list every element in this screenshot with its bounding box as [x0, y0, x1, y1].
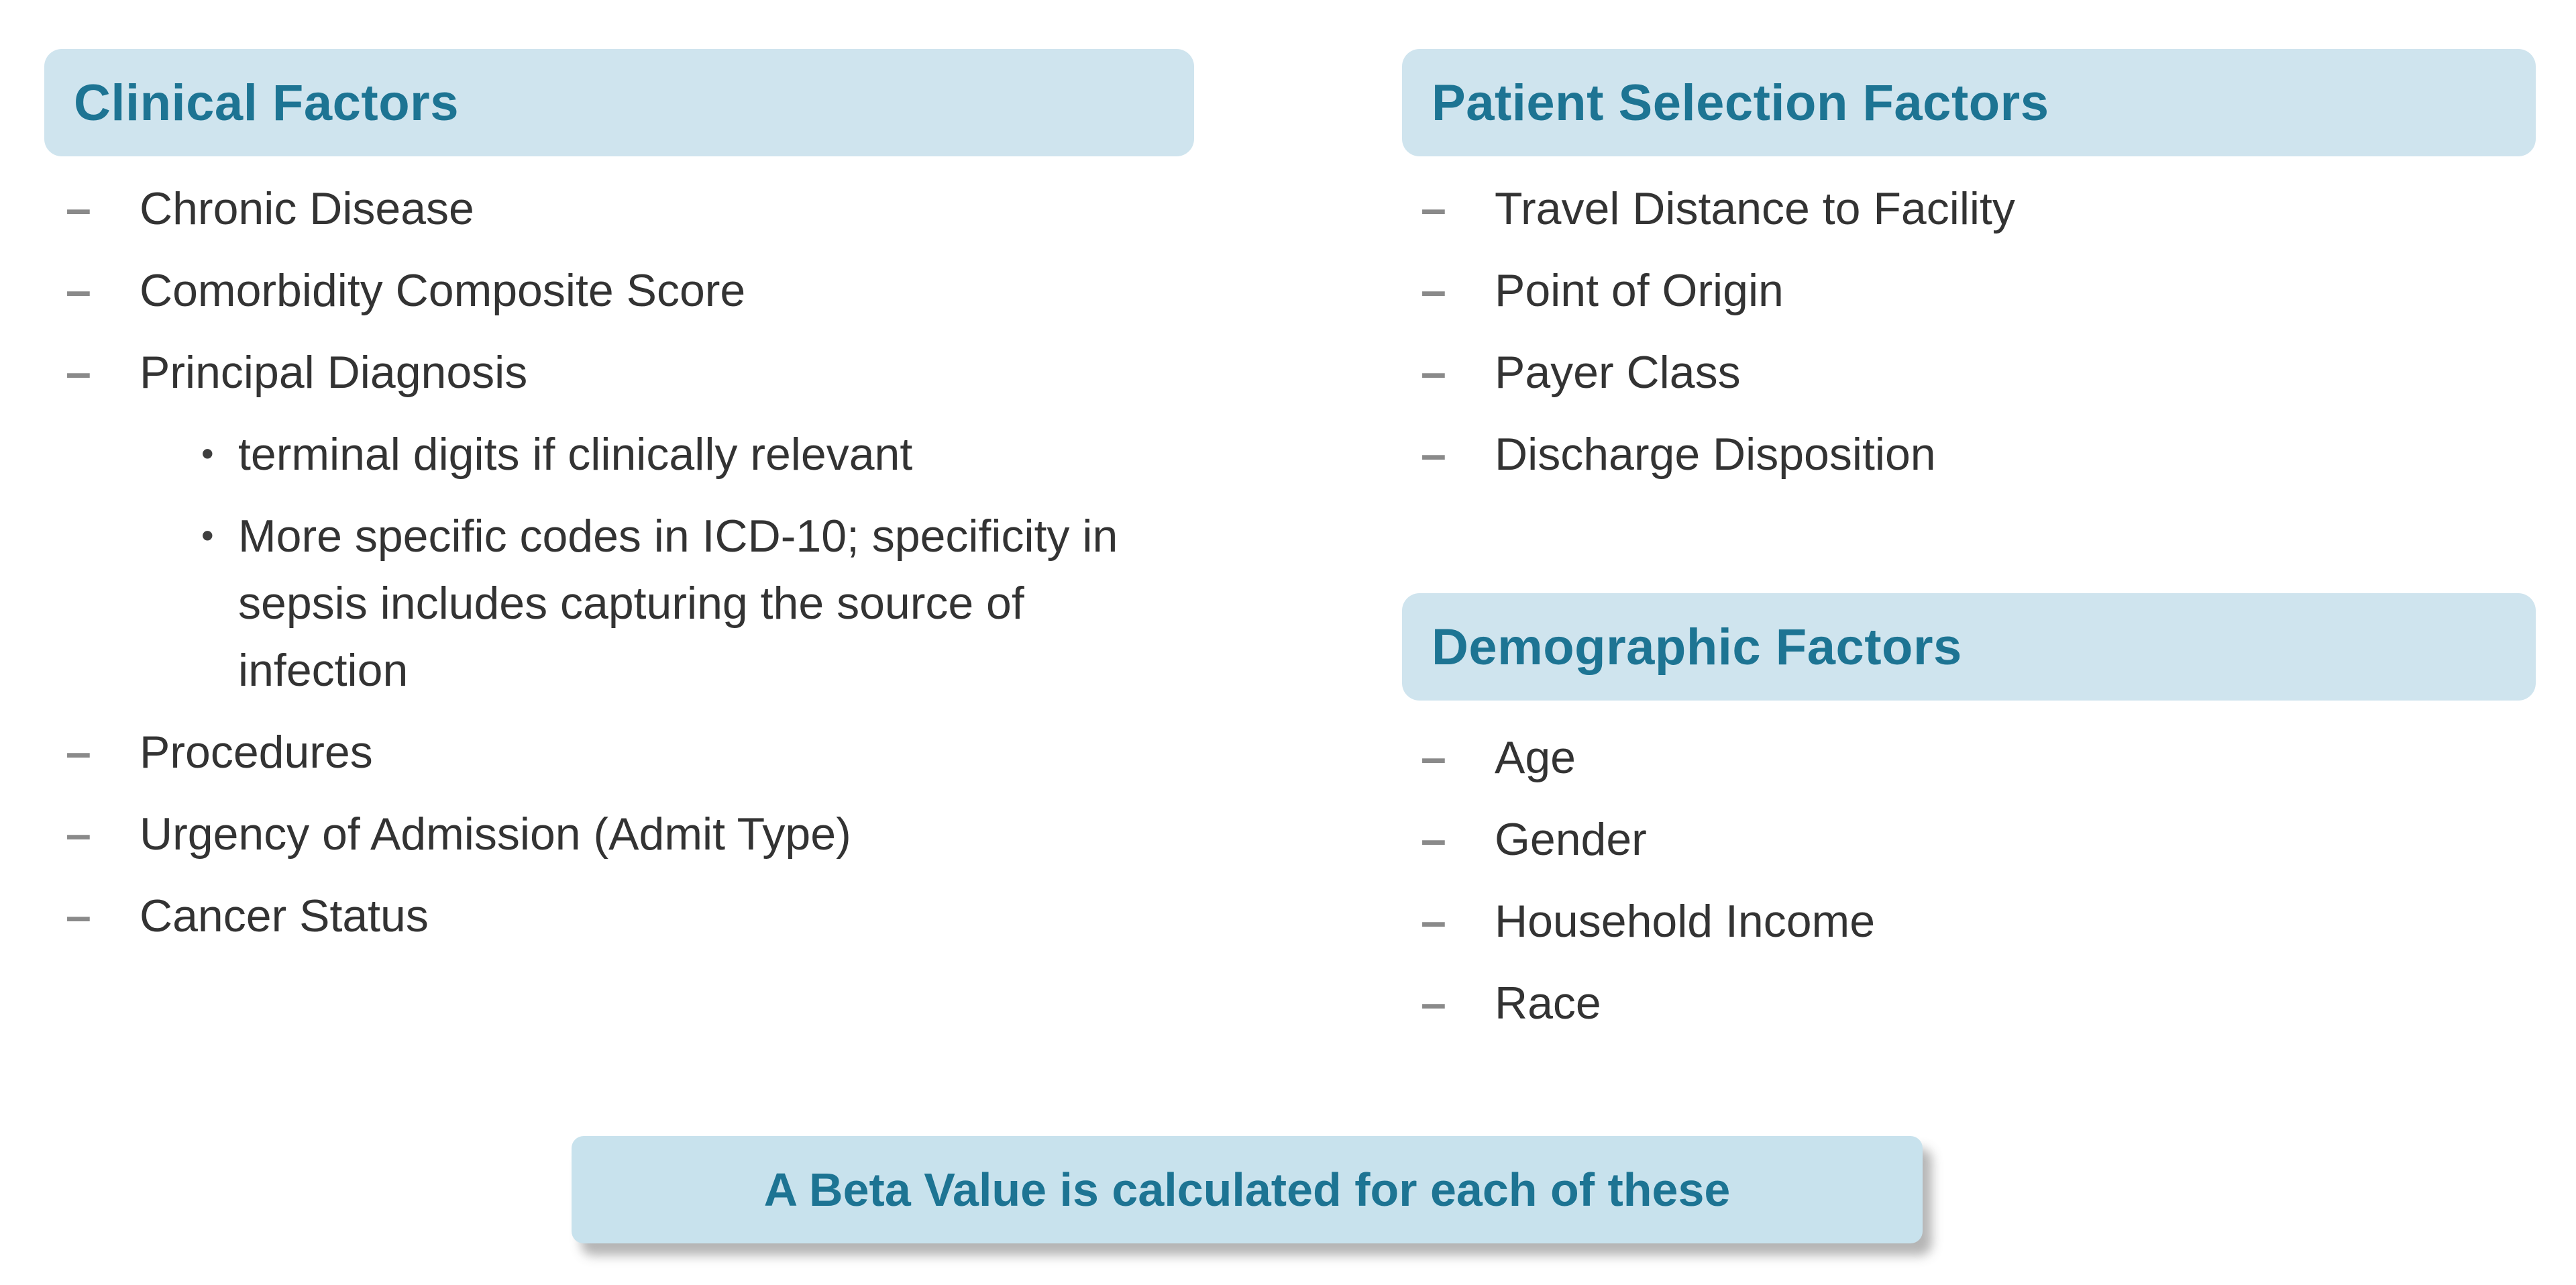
dash-bullet-icon: – — [1421, 896, 1446, 947]
dash-bullet-icon: – — [66, 809, 91, 860]
list-item-text: Cancer Status — [140, 890, 429, 941]
beta-value-banner: A Beta Value is calculated for each of t… — [572, 1136, 1923, 1243]
list-item-text: Comorbidity Composite Score — [140, 265, 746, 316]
list-item: – Comorbidity Composite Score — [66, 257, 1383, 324]
list-item: – Household Income — [1421, 888, 2546, 955]
list-item-text: Payer Class — [1495, 347, 1741, 398]
clinical-factors-section: Clinical Factors – Chronic Disease – Com… — [44, 49, 1383, 964]
beta-value-banner-text: A Beta Value is calculated for each of t… — [763, 1164, 1731, 1216]
clinical-factors-list: – Chronic Disease – Comorbidity Composit… — [44, 175, 1383, 949]
demographic-factors-list: – Age – Gender – Household Income – Race — [1402, 724, 2546, 1037]
list-item: – Race — [1421, 970, 2546, 1037]
list-item: – Gender — [1421, 806, 2546, 873]
list-item-text: Point of Origin — [1495, 265, 1784, 316]
list-item: – Cancer Status — [66, 882, 1383, 949]
dash-bullet-icon: – — [66, 265, 91, 316]
clinical-factors-header: Clinical Factors — [44, 49, 1194, 156]
list-item-text: Principal Diagnosis — [140, 347, 528, 398]
dash-bullet-icon: – — [1421, 347, 1446, 398]
list-item-text: terminal digits if clinically relevant — [238, 429, 913, 480]
list-item-text: Gender — [1495, 814, 1647, 865]
right-column: Patient Selection Factors – Travel Dista… — [1402, 49, 2546, 1051]
list-item: – Age — [1421, 724, 2546, 791]
dash-bullet-icon: – — [1421, 429, 1446, 480]
list-item-text: More specific codes in ICD-10; specifici… — [238, 511, 1118, 696]
dash-bullet-icon: – — [1421, 265, 1446, 316]
list-item-text: Urgency of Admission (Admit Type) — [140, 809, 851, 860]
list-subitem: • More specific codes in ICD-10; specifi… — [201, 503, 1383, 704]
list-item: – Urgency of Admission (Admit Type) — [66, 801, 1383, 868]
patient-selection-factors-list: – Travel Distance to Facility – Point of… — [1402, 175, 2546, 488]
list-item: – Point of Origin — [1421, 257, 2546, 324]
dash-bullet-icon: – — [66, 347, 91, 398]
list-item: – Discharge Disposition — [1421, 421, 2546, 488]
list-item-text: Procedures — [140, 727, 373, 778]
list-item: – Chronic Disease — [66, 175, 1383, 242]
demographic-factors-title: Demographic Factors — [1432, 618, 1962, 676]
dash-bullet-icon: – — [1421, 183, 1446, 234]
clinical-factors-title: Clinical Factors — [74, 74, 459, 132]
dash-bullet-icon: – — [1421, 732, 1446, 783]
list-subitem: • terminal digits if clinically relevant — [201, 421, 1383, 488]
dash-bullet-icon: – — [66, 890, 91, 941]
dash-bullet-icon: – — [66, 183, 91, 234]
list-item-text: Chronic Disease — [140, 183, 474, 234]
list-item-text: Age — [1495, 732, 1576, 783]
patient-selection-factors-header: Patient Selection Factors — [1402, 49, 2536, 156]
dot-bullet-icon: • — [201, 434, 214, 474]
list-item: – Payer Class — [1421, 339, 2546, 406]
list-item-text: Travel Distance to Facility — [1495, 183, 2015, 234]
list-item: – Principal Diagnosis — [66, 339, 1383, 406]
demographic-factors-header: Demographic Factors — [1402, 593, 2536, 701]
dash-bullet-icon: – — [1421, 978, 1446, 1029]
patient-selection-factors-title: Patient Selection Factors — [1432, 74, 2049, 132]
list-item-text: Household Income — [1495, 896, 1876, 947]
list-item-text: Discharge Disposition — [1495, 429, 1936, 480]
dot-bullet-icon: • — [201, 516, 214, 556]
dash-bullet-icon: – — [1421, 814, 1446, 865]
list-item: – Procedures — [66, 719, 1383, 786]
list-item-text: Race — [1495, 978, 1601, 1029]
dash-bullet-icon: – — [66, 727, 91, 778]
list-item: – Travel Distance to Facility — [1421, 175, 2546, 242]
